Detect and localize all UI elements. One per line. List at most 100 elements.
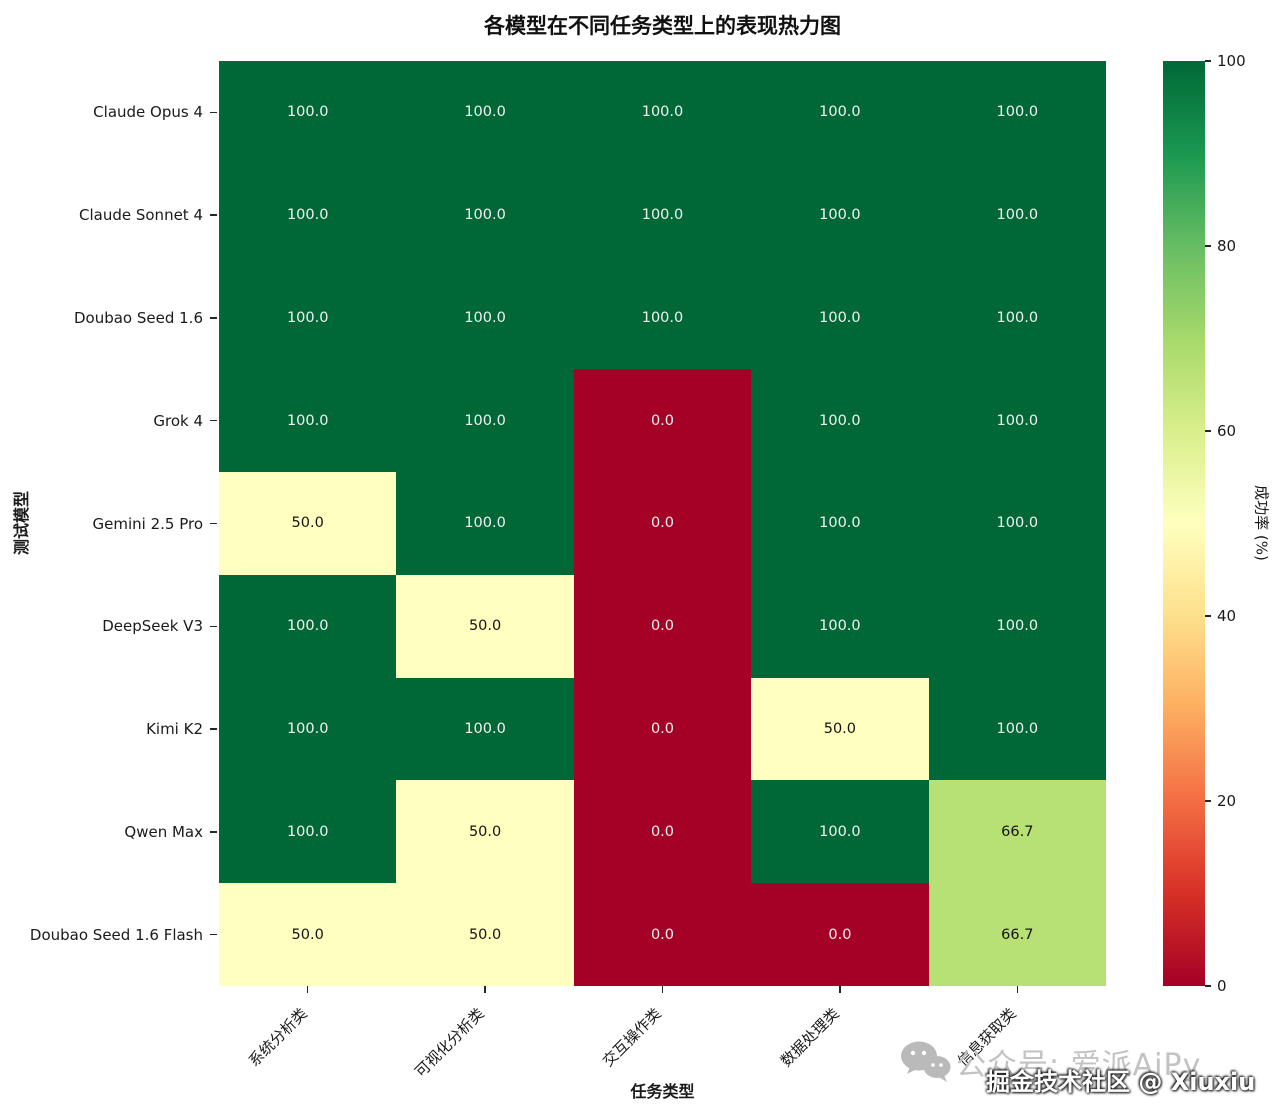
- heatmap-cell-value: 100.0: [819, 823, 861, 840]
- x-axis-ticks: 系统分析类 可视化分析类 交互操作类 数据处理类 信息获取类: [219, 986, 1106, 1101]
- x-tick-mark: [661, 986, 664, 993]
- colorbar-tick-label: 20: [1217, 792, 1237, 810]
- heatmap-cell-value: 66.7: [1001, 823, 1034, 840]
- heatmap-cell-value: 100.0: [996, 207, 1039, 224]
- colorbar-ticks: 100 80 60 40 20 0: [1205, 52, 1265, 995]
- heatmap-cell: 50.0: [219, 472, 397, 575]
- heatmap-cell-value: 100.0: [464, 207, 506, 224]
- heatmap-cell-value: 0.0: [650, 618, 675, 635]
- heatmap-cell-value: 100.0: [819, 309, 861, 326]
- heatmap-cell: 100.0: [219, 266, 397, 370]
- heatmap-cell-value: 66.7: [1001, 926, 1034, 943]
- heatmap-cell: 0.0: [751, 883, 929, 986]
- heatmap-cell: 100.0: [219, 677, 397, 781]
- heatmap-cell-value: 50.0: [291, 926, 324, 943]
- heatmap-cell-value: 100.0: [286, 412, 329, 429]
- heatmap-cell-value: 100.0: [286, 309, 329, 326]
- x-tick-mark: [839, 986, 841, 993]
- y-tick-label: DeepSeek V3: [102, 617, 203, 636]
- heatmap-cell: 100.0: [219, 574, 397, 678]
- heatmap-cell: 100.0: [219, 61, 397, 164]
- heatmap-cell-value: 100.0: [819, 207, 861, 224]
- colorbar-tick-mark: [1205, 60, 1211, 62]
- heatmap-cell: 100.0: [928, 266, 1106, 370]
- heatmap-cell: 100.0: [928, 574, 1106, 678]
- heatmap-cell-value: 100.0: [996, 618, 1039, 635]
- heatmap-cell: 100.0: [219, 369, 397, 473]
- heatmap-cell: 100.0: [396, 266, 574, 370]
- heatmap-cell-value: 100.0: [996, 515, 1039, 532]
- heatmap-cell: 66.7: [928, 883, 1106, 986]
- heatmap-cell: 50.0: [751, 677, 929, 781]
- heatmap-cell-value: 100.0: [286, 207, 329, 224]
- heatmap-cell: 100.0: [396, 472, 574, 575]
- heatmap-cell: 100.0: [928, 163, 1106, 267]
- heatmap-cell: 100.0: [396, 61, 574, 164]
- y-tick-mark: [210, 214, 217, 216]
- heatmap-cell-value: 100.0: [464, 309, 506, 326]
- x-tick-label: 可视化分析类: [411, 1004, 488, 1081]
- colorbar-tick-label: 40: [1217, 607, 1237, 625]
- heatmap-cell: 100.0: [573, 61, 752, 164]
- heatmap-cell: 0.0: [573, 677, 752, 781]
- heatmap-cell: 100.0: [396, 677, 574, 781]
- x-tick-label: 系统分析类: [244, 1004, 311, 1071]
- heatmap-cell: 100.0: [396, 163, 574, 267]
- colorbar-tick-mark: [1205, 615, 1211, 617]
- heatmap-cell-value: 100.0: [286, 618, 329, 635]
- colorbar-tick-mark: [1205, 800, 1211, 802]
- heatmap-cell-value: 0.0: [650, 412, 675, 429]
- heatmap-cell: 50.0: [396, 780, 574, 884]
- watermark-wechat-text: 公众号: 爱派AiPy: [956, 1048, 1202, 1083]
- heatmap-cell-value: 0.0: [650, 926, 675, 943]
- heatmap-cell-value: 100.0: [464, 104, 506, 121]
- heatmap-cell: 100.0: [928, 61, 1106, 164]
- y-tick-mark: [210, 933, 217, 936]
- colorbar-tick-mark: [1205, 430, 1211, 432]
- x-tick-label: 数据处理类: [776, 1004, 843, 1071]
- heatmap-cell: 100.0: [928, 472, 1106, 575]
- heatmap-cell: 100.0: [396, 369, 574, 473]
- heatmap-cell-value: 100.0: [819, 515, 861, 532]
- colorbar-tick-label: 80: [1217, 237, 1237, 255]
- colorbar: [1163, 61, 1205, 986]
- heatmap-cell: 50.0: [396, 574, 574, 678]
- heatmap-cell: 100.0: [219, 163, 397, 267]
- heatmap-cell-value: 100.0: [996, 412, 1039, 429]
- heatmap-cell: 0.0: [573, 574, 752, 678]
- y-tick-label: Gemini 2.5 Pro: [92, 514, 204, 533]
- heatmap-cell-value: 50.0: [291, 515, 324, 532]
- heatmap-cell-value: 100.0: [464, 515, 506, 532]
- y-tick-mark: [210, 831, 217, 833]
- colorbar-tick-label: 100: [1217, 52, 1246, 70]
- heatmap-cell-value: 50.0: [468, 926, 502, 943]
- heatmap-cell-value: 0.0: [650, 721, 675, 738]
- heatmap-cell-value: 100.0: [996, 309, 1039, 326]
- heatmap-cell-value: 100.0: [464, 721, 506, 738]
- heatmap-cell: 100.0: [219, 780, 397, 884]
- heatmap-cell-value: 50.0: [468, 823, 502, 840]
- colorbar-tick-label: 0: [1217, 977, 1227, 995]
- heatmap-cell-value: 100.0: [464, 412, 506, 429]
- heatmap-cell-value: 50.0: [823, 721, 857, 738]
- y-tick-mark: [210, 420, 217, 422]
- heatmap-cell: 100.0: [573, 266, 752, 370]
- y-tick-mark: [210, 522, 217, 525]
- heatmap-cell-value: 0.0: [828, 926, 852, 943]
- heatmap-cell: 100.0: [928, 677, 1106, 781]
- heatmap-cell: 50.0: [219, 883, 397, 986]
- heatmap-cell: 100.0: [751, 472, 929, 575]
- y-tick-label: Claude Opus 4: [93, 103, 203, 122]
- y-tick-mark: [210, 728, 217, 730]
- heatmap-cell: 100.0: [573, 163, 752, 267]
- heatmap-cell: 0.0: [573, 780, 752, 884]
- colorbar-tick-mark: [1205, 245, 1211, 247]
- heatmap-cell: 66.7: [928, 780, 1106, 884]
- heatmap-cell-value: 100.0: [996, 104, 1039, 121]
- y-axis-label: 测试模型: [12, 490, 31, 556]
- y-tick-label: Grok 4: [153, 411, 203, 430]
- y-tick-mark: [210, 111, 217, 114]
- heatmap-cell-value: 100.0: [641, 104, 684, 121]
- heatmap-cell-value: 100.0: [641, 309, 684, 326]
- heatmap-cell: 0.0: [573, 883, 752, 986]
